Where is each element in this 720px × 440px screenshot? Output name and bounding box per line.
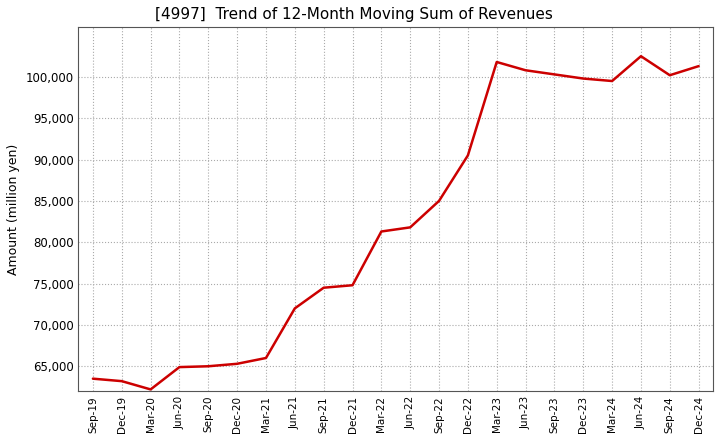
- Text: [4997]  Trend of 12-Month Moving Sum of Revenues: [4997] Trend of 12-Month Moving Sum of R…: [155, 7, 552, 22]
- Y-axis label: Amount (million yen): Amount (million yen): [7, 143, 20, 275]
